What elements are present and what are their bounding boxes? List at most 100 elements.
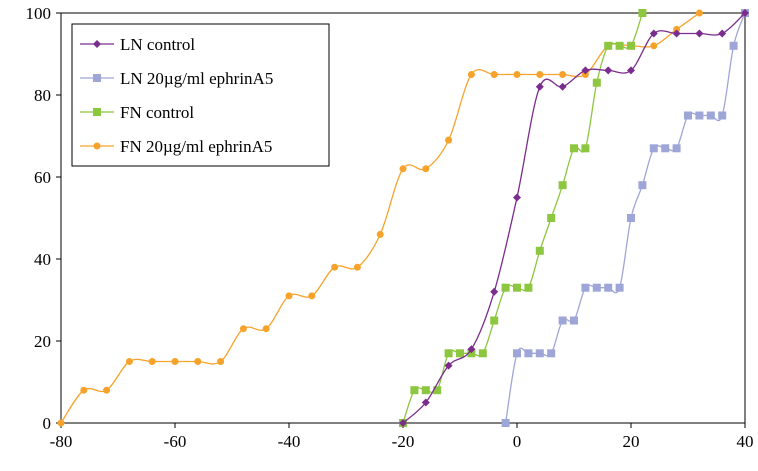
data-point — [570, 316, 578, 325]
data-point — [399, 419, 407, 427]
data-point — [513, 193, 521, 202]
data-point — [604, 41, 613, 50]
x-tick-label: -40 — [278, 432, 301, 451]
data-point — [467, 349, 476, 358]
series-line — [504, 12, 746, 424]
x-tick-label: -80 — [50, 432, 73, 451]
data-point — [627, 214, 635, 222]
y-tick-label: 0 — [43, 414, 52, 433]
data-point — [581, 66, 590, 75]
data-point — [627, 66, 635, 75]
data-point — [570, 144, 578, 153]
data-point — [478, 349, 487, 358]
y-tick-label: 40 — [34, 250, 51, 269]
data-point — [444, 349, 453, 358]
y-tick-label: 20 — [34, 332, 51, 351]
data-point — [672, 144, 681, 153]
data-point — [217, 358, 225, 365]
data-point — [661, 144, 670, 153]
y-tick-label: 60 — [34, 168, 51, 187]
legend-entry: FN 20µg/ml ephrinA5 — [80, 137, 272, 156]
data-point — [650, 42, 658, 50]
data-point — [490, 316, 499, 325]
data-point — [535, 349, 544, 358]
data-point — [421, 386, 430, 395]
data-point — [308, 292, 316, 300]
legend-entry: FN control — [80, 103, 194, 122]
data-point — [125, 358, 133, 365]
data-point — [513, 349, 521, 358]
data-point — [103, 386, 111, 394]
data-point — [513, 283, 521, 292]
data-point — [467, 345, 476, 354]
data-point — [592, 78, 601, 87]
data-point — [706, 111, 715, 120]
data-point — [581, 144, 590, 153]
series-1 — [501, 9, 749, 427]
data-point — [718, 29, 727, 38]
series-line — [402, 12, 746, 424]
data-point — [456, 349, 464, 358]
data-point — [524, 349, 533, 358]
legend-swatch-marker — [93, 40, 101, 48]
data-point — [194, 358, 202, 365]
data-point — [501, 283, 510, 292]
data-point — [558, 181, 567, 190]
data-point — [547, 349, 556, 358]
data-point — [513, 71, 521, 78]
data-point — [558, 82, 567, 91]
data-point — [741, 9, 749, 17]
data-point — [444, 361, 453, 370]
data-point — [592, 283, 601, 292]
data-point — [262, 325, 270, 333]
data-point — [501, 419, 510, 427]
data-point — [433, 386, 442, 395]
y-tick-label: 100 — [26, 4, 52, 23]
data-point — [353, 263, 361, 271]
data-point — [376, 230, 384, 238]
data-point — [148, 358, 156, 365]
data-point — [649, 29, 658, 38]
data-point — [171, 358, 179, 365]
series-layer — [57, 9, 749, 427]
data-point — [524, 283, 533, 292]
legend: LN control LN 20µg/ml ephrinA5 FN control F… — [71, 23, 330, 167]
data-point — [672, 29, 681, 38]
data-point — [615, 283, 624, 292]
legend-box — [71, 23, 330, 167]
series-0 — [399, 9, 749, 427]
data-point — [673, 25, 681, 33]
data-point — [627, 41, 635, 50]
data-point — [604, 283, 613, 292]
x-tick-label: -60 — [164, 432, 187, 451]
data-point — [638, 181, 647, 190]
data-point — [729, 41, 738, 50]
x-tick-label: 0 — [513, 432, 522, 451]
series-line — [402, 12, 644, 424]
x-tick-label: -20 — [392, 432, 415, 451]
x-tick-label: 40 — [737, 432, 754, 451]
data-point — [536, 71, 544, 78]
data-point — [490, 71, 498, 78]
data-point — [410, 386, 419, 395]
data-point — [615, 41, 624, 50]
legend-swatch-marker — [93, 74, 101, 82]
data-point — [421, 398, 430, 407]
data-point — [80, 386, 88, 394]
data-point — [547, 214, 556, 222]
y-tick-label: 80 — [34, 86, 51, 105]
data-point — [695, 29, 704, 38]
data-point — [695, 9, 703, 17]
data-point — [604, 66, 613, 75]
legend-entry: LN 20µg/ml ephrinA5 — [80, 69, 273, 88]
data-point — [649, 144, 658, 153]
data-point — [399, 165, 407, 173]
data-point — [695, 111, 704, 120]
legend-label: FN 20µg/ml ephrinA5 — [120, 137, 272, 156]
data-point — [57, 419, 65, 427]
legend-swatch-marker — [93, 108, 101, 116]
data-point — [535, 246, 544, 255]
data-point — [422, 165, 430, 173]
legend-label: FN control — [120, 103, 194, 122]
